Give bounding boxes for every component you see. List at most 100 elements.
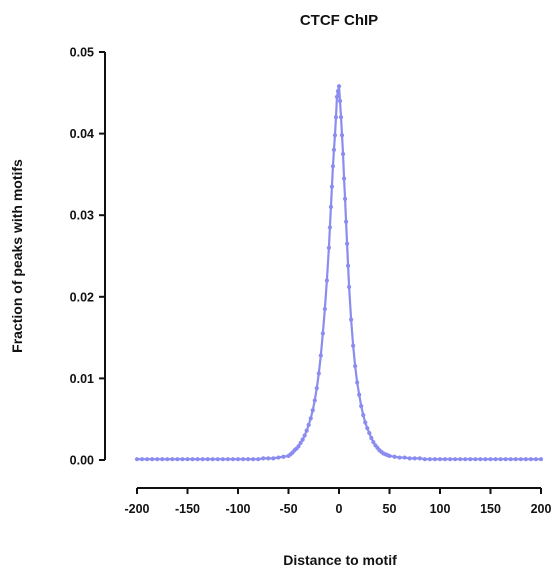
y-tick-label: 0.00 xyxy=(70,454,94,468)
data-point xyxy=(266,456,271,461)
y-tick-label: 0.04 xyxy=(70,127,94,141)
data-point xyxy=(251,457,256,462)
data-point xyxy=(330,164,336,169)
data-point xyxy=(185,457,190,462)
y-tick-label: 0.01 xyxy=(70,372,94,386)
data-point xyxy=(175,457,180,462)
x-tick-label: 50 xyxy=(383,502,397,516)
data-point xyxy=(150,457,155,462)
data-point xyxy=(369,435,374,441)
data-point xyxy=(145,457,150,462)
data-point xyxy=(195,457,200,462)
data-point xyxy=(478,457,483,462)
data-point xyxy=(331,147,337,153)
data-point xyxy=(220,457,225,462)
x-tick-label: 200 xyxy=(531,502,552,516)
data-point xyxy=(246,457,251,462)
data-point xyxy=(230,457,236,462)
data-point xyxy=(190,457,195,462)
y-tick-label: 0.05 xyxy=(70,46,94,60)
data-point xyxy=(210,457,215,462)
data-point xyxy=(361,413,366,418)
y-tick-label: 0.03 xyxy=(70,209,94,223)
data-point xyxy=(437,457,443,462)
chart-title: CTCF ChIP xyxy=(300,12,378,29)
data-point xyxy=(371,439,376,445)
data-point xyxy=(528,457,534,462)
data-point xyxy=(488,457,493,462)
data-point xyxy=(339,133,345,138)
data-point xyxy=(256,457,261,462)
data-point xyxy=(513,457,518,462)
data-point xyxy=(304,428,309,433)
x-tick-label: 150 xyxy=(480,502,501,516)
data-point xyxy=(225,457,230,462)
x-tick-label: -200 xyxy=(124,502,149,516)
data-point xyxy=(518,457,523,462)
data-point xyxy=(200,457,205,462)
data-point xyxy=(473,457,478,462)
data-point xyxy=(463,457,468,462)
data-point xyxy=(335,89,341,94)
data-point xyxy=(170,457,175,462)
data-point xyxy=(165,457,170,462)
data-point xyxy=(341,176,347,181)
data-point xyxy=(314,386,319,391)
data-point xyxy=(261,456,266,461)
data-point xyxy=(402,455,407,460)
data-point xyxy=(326,245,331,250)
data-point xyxy=(296,444,301,449)
x-tick-label: -150 xyxy=(175,502,200,516)
data-point xyxy=(432,457,438,462)
data-point xyxy=(322,306,327,312)
data-point xyxy=(180,457,185,462)
data-point xyxy=(337,98,343,104)
data-point xyxy=(271,456,276,461)
data-point xyxy=(333,115,339,120)
data-point xyxy=(538,457,544,462)
data-point xyxy=(523,457,528,462)
data-point xyxy=(160,457,165,462)
data-point xyxy=(392,454,397,459)
data-point xyxy=(310,408,315,413)
data-point xyxy=(281,454,286,459)
data-point xyxy=(508,457,513,462)
data-point xyxy=(316,371,321,376)
data-point xyxy=(320,331,325,336)
y-axis-label: Fraction of peaks with motifs xyxy=(9,159,25,353)
data-point xyxy=(407,456,412,461)
x-tick-label: -100 xyxy=(225,502,250,516)
data-point xyxy=(306,422,311,428)
data-point xyxy=(324,278,329,283)
data-point xyxy=(329,184,335,189)
data-point xyxy=(298,440,303,445)
data-point xyxy=(300,437,305,442)
data-point xyxy=(357,392,362,397)
data-point xyxy=(334,94,340,99)
data-point xyxy=(327,225,333,230)
data-point xyxy=(359,404,364,409)
data-point xyxy=(367,430,372,436)
data-point xyxy=(349,317,354,322)
data-point xyxy=(342,196,348,201)
data-point xyxy=(344,241,350,246)
data-point xyxy=(365,426,370,431)
data-point xyxy=(442,457,448,462)
x-tick-label: -50 xyxy=(279,502,297,516)
data-point xyxy=(336,84,342,89)
data-point xyxy=(139,457,145,462)
data-point xyxy=(235,457,241,462)
data-point xyxy=(343,219,349,224)
data-point xyxy=(498,457,503,462)
data-point xyxy=(276,455,281,460)
x-tick-label: 100 xyxy=(430,502,451,516)
data-point xyxy=(312,398,317,403)
x-axis-label: Distance to motif xyxy=(283,552,397,568)
data-point xyxy=(215,457,220,462)
data-point xyxy=(458,457,463,462)
data-point xyxy=(397,455,402,460)
data-point xyxy=(448,457,453,462)
data-point xyxy=(533,457,539,462)
